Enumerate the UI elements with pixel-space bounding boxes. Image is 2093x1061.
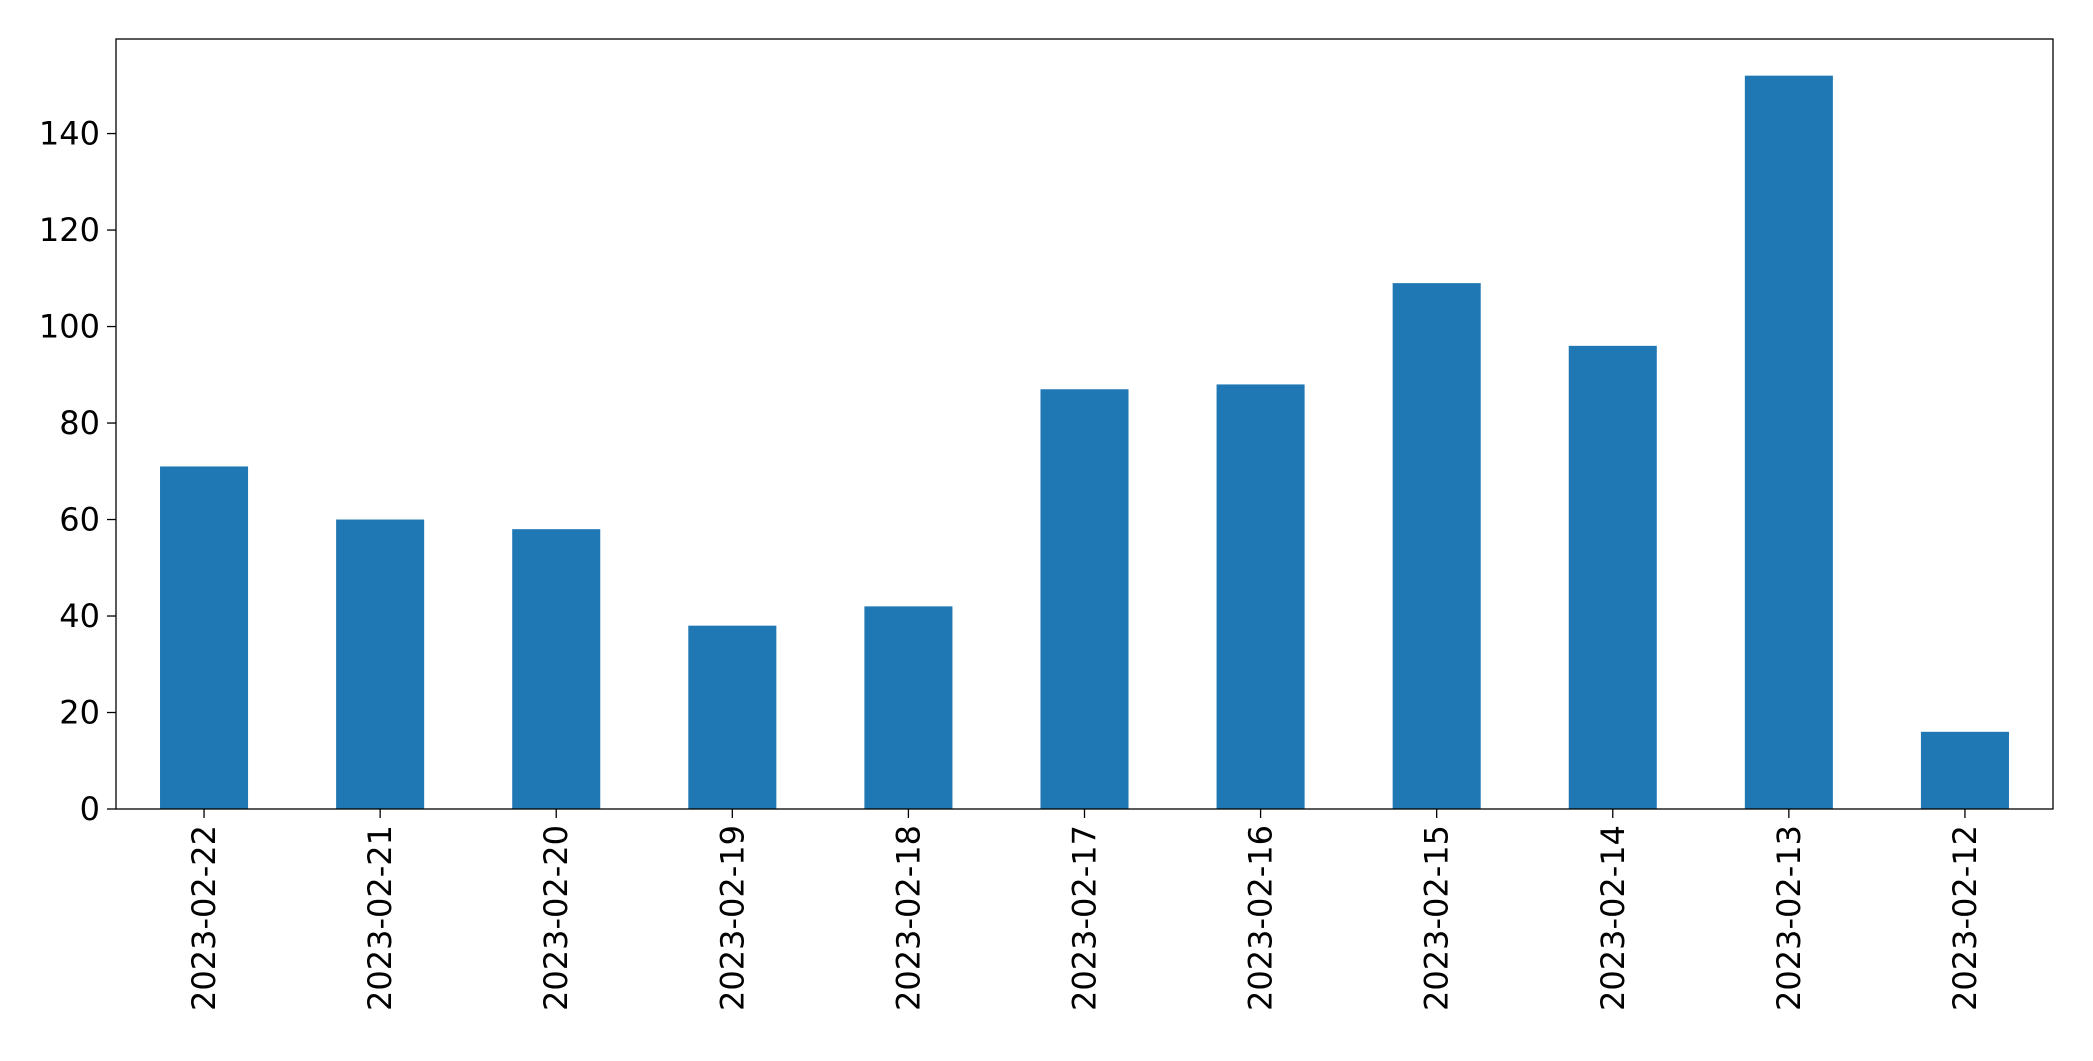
x-tick-label: 2023-02-20 <box>537 825 575 1011</box>
plot-frame <box>115 38 2054 810</box>
bar <box>336 519 425 809</box>
y-tick-label: 80 <box>59 404 100 442</box>
y-tick-label: 0 <box>80 790 100 828</box>
x-tick-label: 2023-02-15 <box>1418 825 1456 1011</box>
bar <box>1392 283 1481 809</box>
bar <box>1568 345 1657 809</box>
bar <box>688 625 777 809</box>
x-tick-label: 2023-02-22 <box>185 825 223 1011</box>
x-tick-label: 2023-02-21 <box>361 825 399 1011</box>
y-tick-label: 120 <box>39 211 100 249</box>
bar <box>160 466 249 809</box>
x-tick-label: 2023-02-18 <box>889 825 927 1011</box>
y-tick-label: 100 <box>39 308 100 346</box>
x-tick-label: 2023-02-13 <box>1770 825 1808 1011</box>
y-tick-label: 40 <box>59 597 100 635</box>
y-tick-label: 60 <box>59 501 100 539</box>
bar <box>512 529 601 809</box>
bar <box>1744 75 1833 809</box>
bar <box>864 606 953 809</box>
bar <box>1040 389 1129 809</box>
x-tick-label: 2023-02-17 <box>1066 825 1104 1011</box>
y-tick-label: 140 <box>39 115 100 153</box>
bar <box>1216 384 1305 809</box>
y-tick-label: 20 <box>59 694 100 732</box>
x-tick-label: 2023-02-19 <box>713 825 751 1011</box>
x-tick-label: 2023-02-14 <box>1594 825 1632 1011</box>
x-tick-label: 2023-02-12 <box>1946 825 1984 1011</box>
bar <box>1920 731 2009 809</box>
x-tick-label: 2023-02-16 <box>1242 825 1280 1011</box>
